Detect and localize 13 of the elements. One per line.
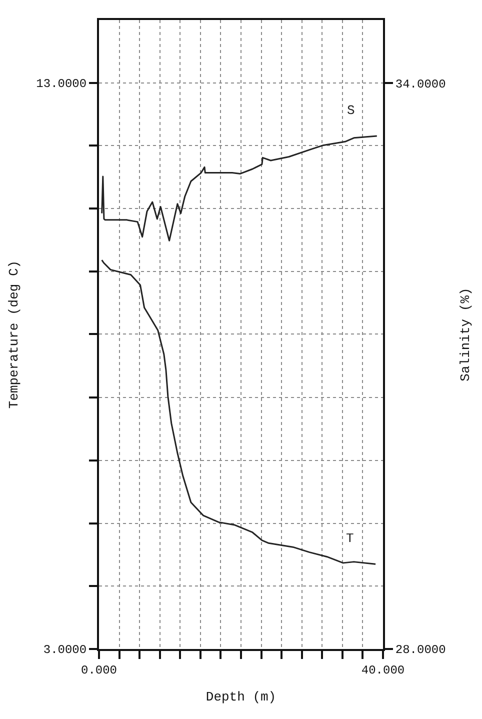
y-tick-label: 3.0000 [43,643,87,658]
y-tick-label: 13.0000 [36,77,87,92]
x-axis-title: Depth (m) [206,690,276,704]
y-axis-title: Temperature (deg C) [6,260,22,409]
x-tick-label: 0.000 [80,663,118,678]
y2-tick-label: 28.0000 [395,643,446,658]
series-label: T [346,531,354,546]
line-series [101,259,376,565]
y2-axis-title: Salinity (%) [458,288,473,382]
line-series [101,135,378,242]
series-label: S [347,103,355,118]
x-tick-label: 40.000 [361,663,405,678]
y2-tick-label: 34.0000 [395,77,446,92]
